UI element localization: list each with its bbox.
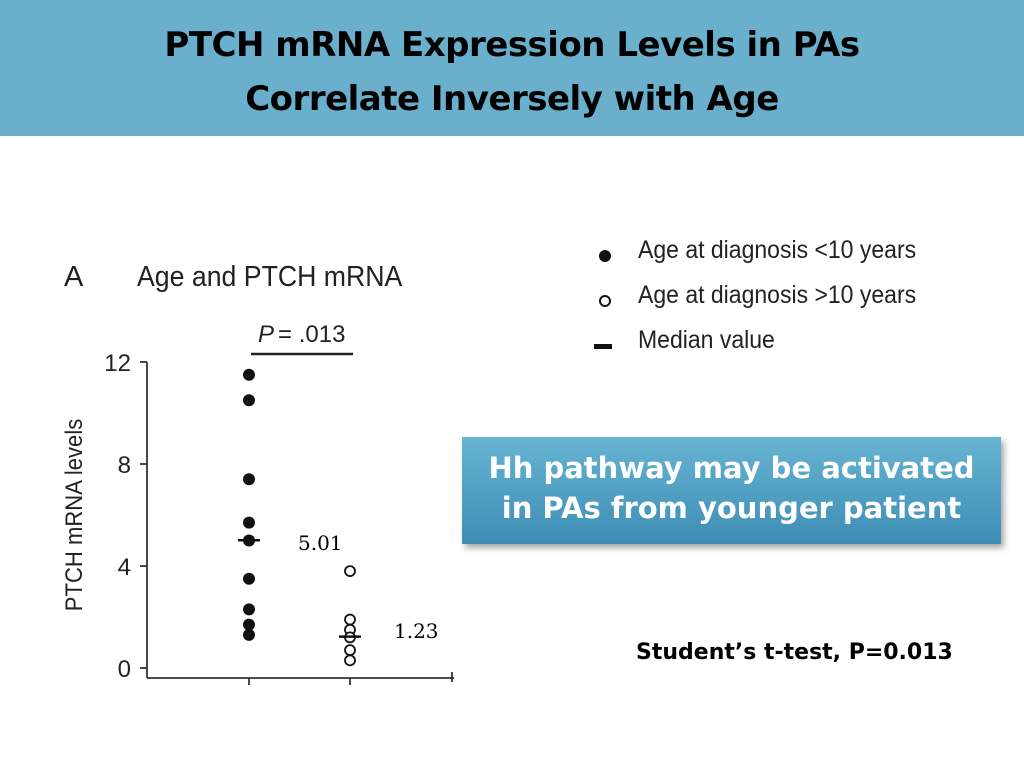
ttest-note: Student’s t-test, P=0.013 bbox=[636, 640, 953, 665]
y-tick-label: 0 bbox=[118, 656, 131, 683]
data-point-young bbox=[243, 473, 255, 486]
data-point-young bbox=[243, 618, 255, 631]
median-label-young: 5.01 bbox=[298, 531, 343, 555]
data-point-young bbox=[243, 516, 255, 529]
data-point-old bbox=[344, 654, 356, 667]
median-label-old: 1.23 bbox=[394, 619, 439, 643]
data-point-young bbox=[243, 368, 255, 381]
slide-title-line2: Correlate Inversely with Age bbox=[245, 79, 779, 119]
data-point-young bbox=[243, 603, 255, 616]
axis-ticks: 0 4 8 12 bbox=[104, 350, 453, 685]
p-value-symbol: P bbox=[258, 321, 274, 348]
median-bar-icon bbox=[594, 344, 612, 349]
y-tick-label: 4 bbox=[118, 554, 131, 581]
data-point-young bbox=[243, 394, 255, 407]
data-point-young bbox=[243, 628, 255, 641]
chart-title: Age and PTCH mRNA bbox=[137, 260, 403, 292]
title-banner: PTCH mRNA Expression Levels in PAs Corre… bbox=[0, 0, 1024, 136]
y-tick-label: 12 bbox=[104, 350, 131, 377]
data-points bbox=[238, 368, 361, 667]
panel-label: A bbox=[64, 261, 84, 293]
open-circle-icon bbox=[599, 295, 611, 307]
p-value-text: = .013 bbox=[278, 321, 345, 348]
legend-label: Median value bbox=[638, 326, 775, 354]
callout-box: Hh pathway may be activated in PAs from … bbox=[462, 437, 1001, 544]
data-point-old bbox=[344, 565, 356, 577]
filled-circle-icon bbox=[599, 250, 611, 262]
y-tick-label: 8 bbox=[118, 452, 131, 479]
legend-label: Age at diagnosis <10 years bbox=[638, 236, 917, 264]
callout-line2: in PAs from younger patient bbox=[501, 491, 962, 525]
callout-line1: Hh pathway may be activated bbox=[488, 451, 975, 485]
legend-label: Age at diagnosis >10 years bbox=[638, 281, 917, 309]
p-value: P = .013 bbox=[258, 321, 345, 348]
y-axis-label: PTCH mRNA levels bbox=[60, 419, 87, 612]
slide-title-line1: PTCH mRNA Expression Levels in PAs bbox=[164, 25, 860, 65]
data-point-young bbox=[243, 572, 255, 585]
slide-title: PTCH mRNA Expression Levels in PAs Corre… bbox=[0, 18, 1024, 126]
data-point-old bbox=[344, 644, 356, 657]
data-point-old bbox=[344, 613, 356, 626]
